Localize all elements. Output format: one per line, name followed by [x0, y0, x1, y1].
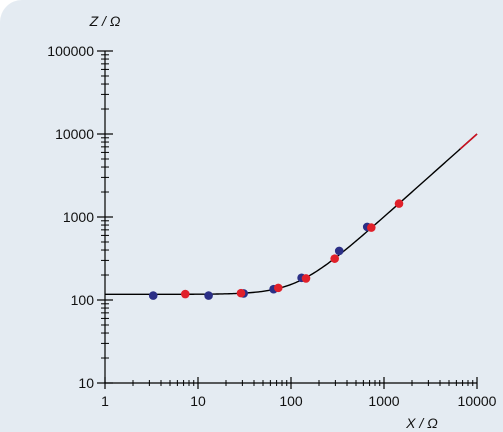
x-axis-title: X / Ω: [405, 415, 438, 431]
model-curve-layer: [105, 133, 478, 296]
model-curve-end: [459, 133, 478, 150]
data-points: [148, 199, 404, 300]
data-point: [180, 289, 190, 299]
data-point: [148, 291, 158, 300]
x-tick-label: 100: [279, 393, 303, 409]
data-point: [330, 254, 339, 263]
y-tick-label: 100: [71, 292, 95, 308]
y-tick-label: 1000: [63, 209, 94, 225]
y-tick-label: 10000: [55, 126, 94, 142]
data-point: [394, 199, 404, 208]
data-point: [334, 246, 344, 256]
data-point: [273, 283, 283, 293]
x-tick-label: 1000: [368, 393, 399, 409]
data-point: [204, 291, 213, 300]
y-tick-label: 100000: [47, 43, 94, 59]
x-tick-label: 1: [101, 393, 109, 409]
y-tick-label: 10: [78, 375, 94, 391]
data-point: [366, 223, 376, 232]
model-curve: [105, 133, 478, 296]
y-axis-title: Z / Ω: [89, 13, 121, 29]
x-tick-label: 10000: [458, 393, 497, 409]
x-tick-label: 10: [190, 393, 206, 409]
axes: 1 10 100 1000 10000 10 100 1000 10000 100000: [47, 43, 496, 409]
data-point: [301, 274, 311, 283]
data-point: [236, 288, 246, 298]
